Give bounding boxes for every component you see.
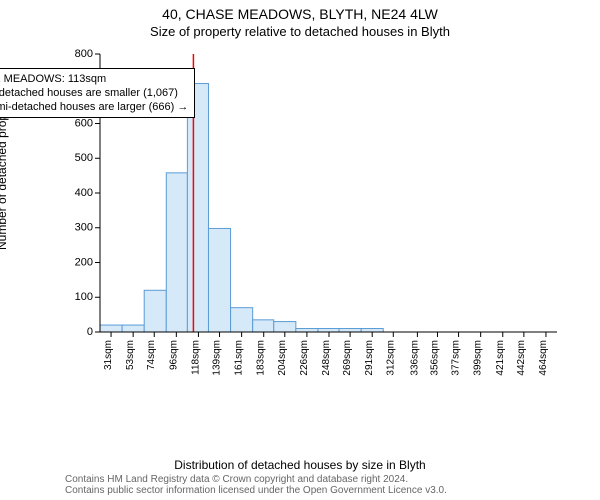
y-tick-label: 300 — [75, 222, 93, 234]
x-axis-label: Distribution of detached houses by size … — [0, 458, 600, 472]
x-tick-label: 31sqm — [103, 340, 114, 370]
attribution-text: Contains HM Land Registry data © Crown c… — [65, 474, 447, 496]
x-tick-label: 421sqm — [495, 340, 506, 376]
y-tick-label: 800 — [75, 48, 93, 60]
histogram-bar — [231, 308, 253, 332]
x-tick-label: 139sqm — [212, 340, 223, 376]
histogram-bar — [296, 329, 318, 332]
x-tick-label: 356sqm — [429, 340, 440, 376]
x-tick-label: 269sqm — [342, 340, 353, 376]
x-tick-label: 53sqm — [125, 340, 136, 370]
histogram-bar — [122, 325, 144, 332]
x-tick-label: 377sqm — [451, 340, 462, 376]
x-tick-label: 118sqm — [190, 340, 201, 375]
histogram-bar — [274, 322, 296, 332]
y-tick-label: 0 — [87, 326, 93, 338]
x-tick-label: 226sqm — [299, 340, 310, 376]
x-tick-label: 399sqm — [473, 340, 484, 376]
x-tick-label: 312sqm — [385, 340, 396, 376]
y-tick-label: 400 — [75, 187, 93, 199]
histogram-bar — [339, 329, 361, 332]
x-tick-label: 74sqm — [146, 340, 157, 370]
x-tick-label: 96sqm — [168, 340, 179, 370]
x-tick-label: 336sqm — [409, 340, 420, 376]
y-tick-label: 600 — [75, 117, 93, 129]
annotation-line-1: 40 CHASE MEADOWS: 113sqm — [0, 72, 188, 86]
histogram-bar — [144, 290, 166, 332]
y-tick-label: 500 — [75, 152, 93, 164]
histogram-bar — [166, 173, 187, 332]
annotation-box: 40 CHASE MEADOWS: 113sqm ← 62% of detach… — [0, 68, 195, 118]
x-tick-label: 248sqm — [321, 340, 332, 376]
page-subtitle: Size of property relative to detached ho… — [0, 24, 600, 39]
annotation-line-3: 38% of semi-detached houses are larger (… — [0, 100, 188, 114]
histogram-bar — [100, 325, 122, 332]
x-tick-label: 183sqm — [256, 340, 267, 376]
x-tick-label: 464sqm — [538, 340, 549, 376]
annotation-line-2: ← 62% of detached houses are smaller (1,… — [0, 86, 188, 100]
histogram-bar — [253, 320, 274, 332]
y-tick-label: 100 — [75, 291, 93, 303]
x-tick-label: 204sqm — [277, 340, 288, 376]
histogram-bar — [318, 329, 339, 332]
histogram-bar — [208, 228, 230, 332]
histogram-bar — [187, 84, 208, 332]
x-tick-label: 291sqm — [364, 340, 375, 376]
x-tick-label: 442sqm — [516, 340, 527, 376]
y-tick-label: 200 — [75, 256, 93, 268]
chart-container: 40, CHASE MEADOWS, BLYTH, NE24 4LW Size … — [0, 0, 600, 500]
histogram-bar — [361, 329, 383, 332]
page-title: 40, CHASE MEADOWS, BLYTH, NE24 4LW — [0, 6, 600, 22]
x-tick-label: 161sqm — [234, 340, 245, 376]
